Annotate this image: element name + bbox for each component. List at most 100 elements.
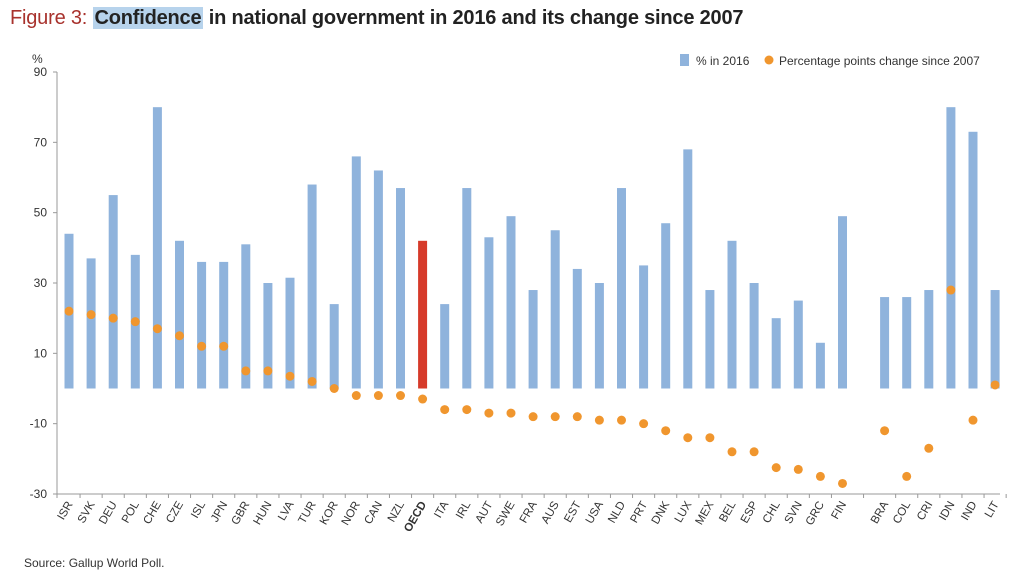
dot-usa <box>594 415 604 425</box>
y-tick-label: 90 <box>34 65 48 79</box>
x-tick-label: BRA <box>869 499 891 526</box>
bar-isl <box>197 261 207 389</box>
dot-ind <box>968 415 978 425</box>
dot-svn <box>793 464 803 474</box>
y-tick-label: 70 <box>34 135 48 149</box>
x-tick-label: ITA <box>432 499 451 520</box>
x-tick-label: IND <box>959 500 979 523</box>
dot-deu <box>108 313 118 323</box>
x-tick-label: CZE <box>164 499 186 525</box>
bar-aus <box>550 230 560 389</box>
bar-kor <box>329 304 339 389</box>
dot-nzl <box>396 391 405 401</box>
x-tick-label: FRA <box>518 499 540 525</box>
confidence-chart: -30 -10 10 30 50 70 90% ISR SVK DEU POL CHE CZE ISL JP… <box>30 52 1007 534</box>
bar-svk <box>86 258 96 389</box>
dot-aut <box>484 408 494 418</box>
x-tick-label: ISL <box>189 499 208 520</box>
dot-aus <box>550 412 560 422</box>
x-tick-label: COL <box>891 499 914 526</box>
dot-can <box>373 391 383 401</box>
bar-ita <box>440 304 450 389</box>
dot-lit <box>990 380 1000 390</box>
bar-hun <box>263 283 273 389</box>
dot-svk <box>86 310 96 320</box>
title-text: in national government in 2016 and its c… <box>203 7 744 29</box>
x-tick-label: MEX <box>694 499 717 527</box>
x-tick-label: LVA <box>276 499 297 523</box>
dot-cze <box>175 331 184 341</box>
x-tick-label: NZL <box>386 499 408 524</box>
x-tick-label: JPN <box>209 500 230 525</box>
dot-esp <box>749 447 759 457</box>
dot-fin <box>838 478 847 488</box>
dot-jpn <box>219 341 229 351</box>
bar-fin <box>838 216 847 389</box>
x-tick-label: EST <box>562 500 584 525</box>
x-tick-label: LUX <box>673 499 695 525</box>
source-note: Source: Gallup World Poll. <box>24 556 165 570</box>
bar-ind <box>968 131 978 389</box>
x-tick-label: CHE <box>141 499 164 526</box>
bar-gbr <box>241 244 251 389</box>
dot-oecd <box>418 394 428 404</box>
dot-che <box>152 324 162 334</box>
legend-label-bars: % in 2016 <box>696 54 750 68</box>
bar-dnk <box>661 223 671 389</box>
x-tick-label: AUT <box>474 500 496 526</box>
x-tick-label: SVK <box>76 499 98 525</box>
legend-dot-swatch <box>764 55 774 65</box>
x-tick-label: ISR <box>56 500 76 523</box>
dot-nld <box>617 415 626 425</box>
x-tick-label: CHL <box>761 499 783 525</box>
x-tick-label: TUR <box>296 500 318 526</box>
x-tick-label: ESP <box>739 499 761 525</box>
dot-col <box>902 471 912 481</box>
x-tick-label: NLD <box>606 500 628 526</box>
bar-prt <box>639 265 649 389</box>
x-tick-label: DEU <box>97 500 120 527</box>
dot-swe <box>506 408 516 418</box>
x-tick-label: SWE <box>494 499 518 528</box>
bar-chl <box>771 318 781 389</box>
x-tick-label: POL <box>120 499 142 525</box>
x-tick-label: CAN <box>362 500 385 527</box>
dot-gbr <box>241 366 251 376</box>
bar-jpn <box>219 261 229 389</box>
y-tick-label: 10 <box>34 346 48 360</box>
y-tick-label: -10 <box>30 417 48 431</box>
dot-est <box>572 412 582 422</box>
bar-svn <box>793 300 803 389</box>
x-tick-label: KOR <box>318 500 341 528</box>
bar-nor <box>351 156 361 389</box>
bar-cri <box>924 290 934 389</box>
dot-lux <box>683 433 693 443</box>
dot-kor <box>329 384 339 393</box>
bar-est <box>572 268 582 389</box>
bar-swe <box>506 216 516 389</box>
figure-number: Figure 3: <box>10 7 88 29</box>
x-tick-label: PRT <box>628 500 650 526</box>
bar-bel <box>727 240 737 389</box>
title-highlight: Confidence <box>92 7 204 29</box>
x-tick-label: LIT <box>983 500 1002 520</box>
legend-bar-swatch <box>680 54 689 66</box>
bar-deu <box>108 195 118 389</box>
bar-lux <box>683 149 693 389</box>
dot-cri <box>924 443 934 453</box>
dot-dnk <box>661 426 671 436</box>
x-tick-label: USA <box>584 499 606 526</box>
bar-lva <box>285 277 295 389</box>
dot-isl <box>197 341 207 351</box>
dot-tur <box>307 376 317 386</box>
x-tick-label: DNK <box>650 499 673 526</box>
bar-usa <box>594 283 604 389</box>
dot-irl <box>462 405 472 415</box>
bar-nzl <box>396 188 405 389</box>
bar-bra <box>880 297 890 389</box>
bar-mex <box>705 290 715 389</box>
dot-hun <box>263 366 273 376</box>
dot-grc <box>815 471 825 481</box>
dot-ita <box>440 405 450 415</box>
bar-cze <box>175 240 184 389</box>
